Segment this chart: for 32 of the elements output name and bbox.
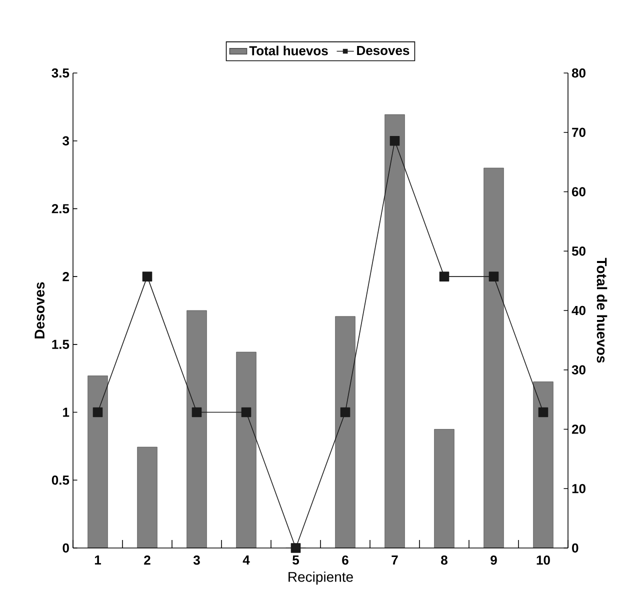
y2-tick-label: 0	[572, 543, 578, 553]
y2-tick-label: 70	[572, 128, 586, 137]
x-tick-label: 4	[242, 556, 250, 564]
y2-tick-label: 10	[572, 484, 586, 494]
y2-axis-title: Total de huevos	[596, 258, 608, 363]
y-tick-label: 0.5	[52, 476, 70, 485]
y2-tick-label: 60	[572, 187, 586, 196]
y2-tick-label: 80	[572, 68, 586, 78]
y-tick-label: 0	[62, 543, 69, 553]
legend-label: Total huevos	[249, 46, 328, 56]
y2-tick-label: 50	[572, 246, 586, 256]
x-tick-label: 8	[441, 556, 448, 565]
y-tick-label: 1.5	[52, 340, 70, 349]
x-tick-label: 2	[144, 556, 150, 565]
x-tick-label: 6	[342, 556, 348, 565]
x-tick-label: 7	[392, 556, 398, 564]
x-tick-label: 9	[490, 556, 497, 565]
y-tick-label: 1	[63, 408, 70, 417]
y2-tick-label: 20	[572, 424, 586, 434]
y2-tick-label: 30	[572, 365, 586, 374]
x-tick-label: 1	[94, 556, 102, 564]
legend-label: Desoves	[357, 46, 410, 56]
x-axis-title: Recipiente	[288, 572, 353, 585]
y-tick-label: 2	[62, 272, 69, 282]
x-tick-label: 3	[193, 556, 200, 565]
y-tick-label: 2.5	[52, 204, 70, 214]
x-tick-label: 5	[292, 556, 300, 565]
y-axis-title: Desoves	[34, 282, 45, 338]
y-tick-label: 3	[62, 136, 69, 146]
y2-tick-label: 40	[572, 306, 586, 316]
x-tick-label: 10	[536, 556, 550, 565]
y-tick-label: 3.5	[52, 68, 70, 78]
